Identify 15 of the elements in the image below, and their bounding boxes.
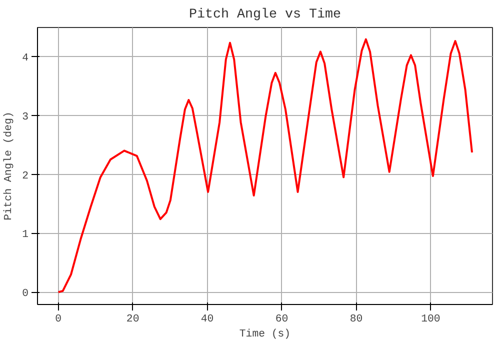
x-tick-label: 40 xyxy=(200,314,214,326)
y-tick-label: 4 xyxy=(22,52,29,64)
x-tick-label: 80 xyxy=(350,314,363,326)
line-series xyxy=(57,38,474,294)
y-tick-label: 2 xyxy=(22,170,29,182)
x-tick-label: 60 xyxy=(275,314,288,326)
y-tick-label: 1 xyxy=(22,229,29,242)
x-axis-title: Time (s) xyxy=(239,328,291,340)
y-axis-title: Pitch Angle (deg) xyxy=(3,112,16,220)
y-tick-label: 3 xyxy=(22,111,29,124)
x-tick-label: 0 xyxy=(55,314,62,326)
y-tick-label: 0 xyxy=(22,288,29,300)
x-tick-label: 100 xyxy=(421,314,440,326)
x-tick-label: 20 xyxy=(126,314,140,326)
chart-title: Pitch Angle vs Time xyxy=(189,8,341,22)
